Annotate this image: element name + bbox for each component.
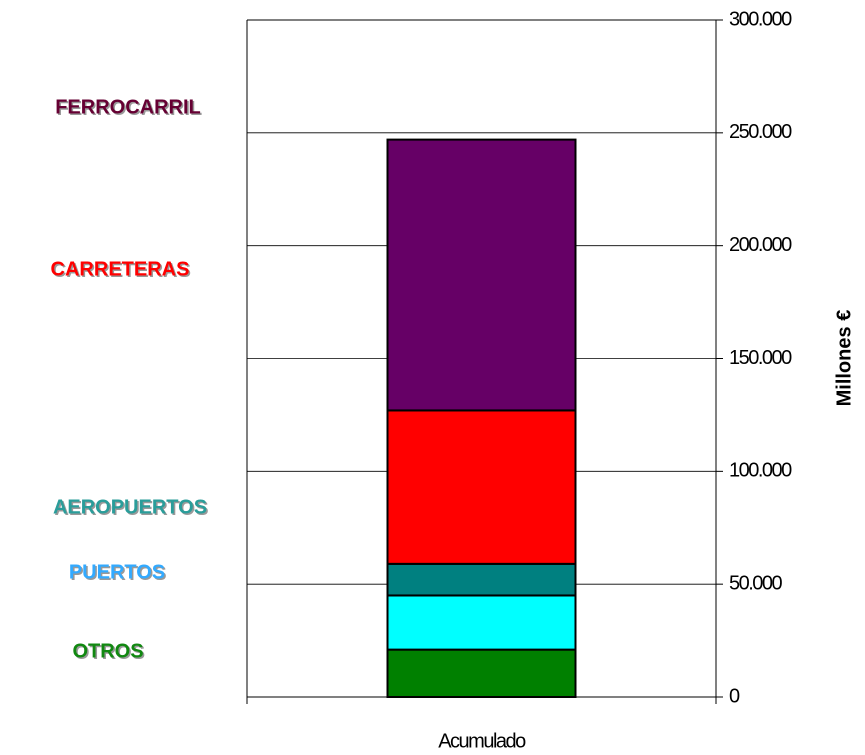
- legend-shadow: AEROPUERTOS: [54, 498, 208, 520]
- legend-label: PUERTOS: [69, 561, 165, 583]
- y2-tick-label: 300.000: [729, 8, 792, 30]
- y2-tick-label: 100.000: [729, 460, 792, 482]
- y2-tick-label: 150.000: [729, 347, 792, 369]
- y2-axis-title: Millones €: [833, 310, 855, 407]
- legend-shadow: OTROS: [74, 642, 145, 664]
- bar-segment: [386, 648, 577, 698]
- y2-tick-label: 200.000: [729, 234, 792, 256]
- legend-shadow: PUERTOS: [70, 563, 166, 585]
- bar-segment: [386, 138, 577, 412]
- bar-segment: [386, 562, 577, 597]
- legend-shadow: FERROCARRIL: [57, 98, 203, 120]
- x-tick-label: Acumulado: [438, 730, 526, 752]
- legend-shadow: CARRETERAS: [52, 260, 191, 282]
- legend-label: FERROCARRIL: [55, 96, 201, 118]
- legend-label: OTROS: [72, 640, 143, 662]
- y2-tick-label: 250.000: [729, 121, 792, 143]
- y2-tick-label: 0: [729, 685, 740, 707]
- legend-label: AEROPUERTOS: [53, 496, 207, 518]
- bar-segment: [386, 594, 577, 651]
- y2-tick-label: 50.000: [729, 572, 783, 594]
- bar-segment: [386, 409, 577, 565]
- legend-label: CARRETERAS: [51, 258, 190, 280]
